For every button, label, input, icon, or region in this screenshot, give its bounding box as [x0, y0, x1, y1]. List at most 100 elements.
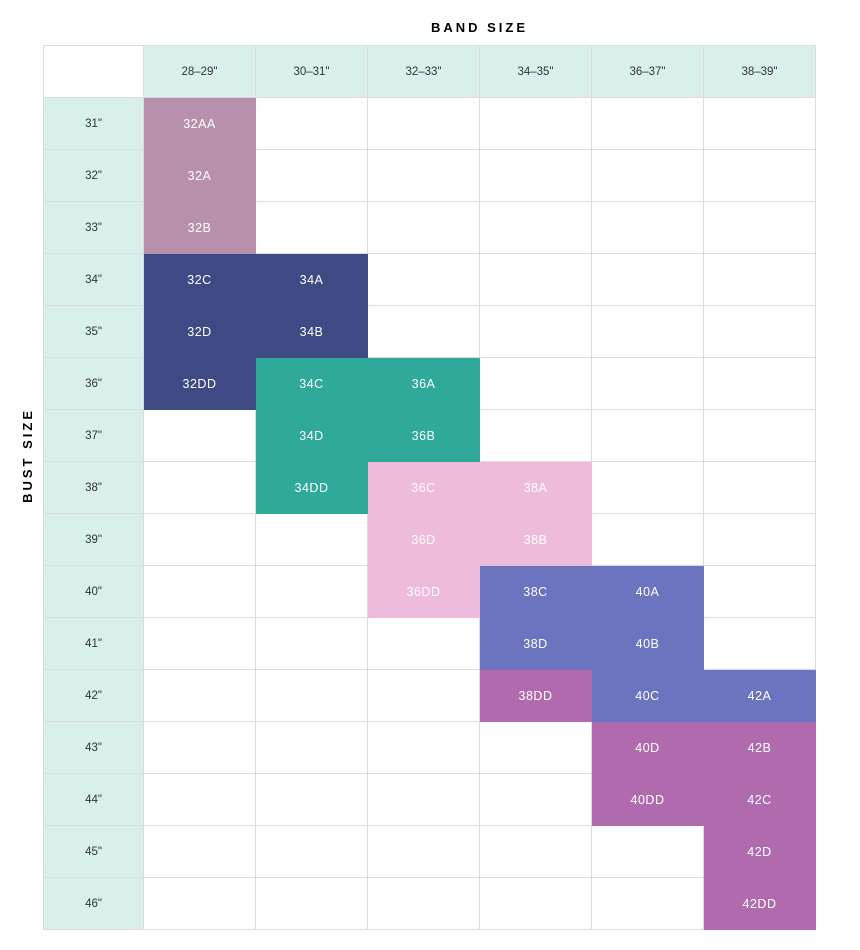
size-cell [704, 358, 816, 410]
size-cell [368, 150, 480, 202]
size-cell: 40D [592, 722, 704, 774]
size-cell [592, 462, 704, 514]
col-header: 32–33" [368, 46, 480, 98]
size-cell [256, 722, 368, 774]
size-cell [704, 618, 816, 670]
size-cell: 32C [144, 254, 256, 306]
size-cell [592, 826, 704, 878]
size-cell [368, 722, 480, 774]
size-cell [480, 202, 592, 254]
size-cell [480, 150, 592, 202]
size-cell [704, 202, 816, 254]
row-header: 34" [44, 254, 144, 306]
size-cell [144, 774, 256, 826]
size-cell [256, 514, 368, 566]
size-chart-table: 28–29"30–31"32–33"34–35"36–37"38–39" 31"… [43, 45, 816, 930]
size-cell: 42B [704, 722, 816, 774]
corner-cell [44, 46, 144, 98]
size-cell: 42C [704, 774, 816, 826]
size-cell: 36D [368, 514, 480, 566]
size-cell [256, 826, 368, 878]
size-cell [368, 774, 480, 826]
size-cell: 36C [368, 462, 480, 514]
row-header: 32" [44, 150, 144, 202]
col-header: 28–29" [144, 46, 256, 98]
size-cell [256, 202, 368, 254]
size-cell [704, 254, 816, 306]
size-cell [256, 150, 368, 202]
size-cell [480, 306, 592, 358]
size-cell [368, 306, 480, 358]
size-cell: 38DD [480, 670, 592, 722]
size-cell: 32B [144, 202, 256, 254]
size-cell: 40A [592, 566, 704, 618]
size-cell [704, 514, 816, 566]
row-header: 42" [44, 670, 144, 722]
size-cell [704, 98, 816, 150]
table-row: 43" 40D42B [44, 722, 816, 774]
band-size-axis-label: BAND SIZE [43, 20, 816, 35]
size-cell: 42DD [704, 878, 816, 930]
size-cell [480, 826, 592, 878]
size-cell [256, 878, 368, 930]
size-cell [480, 358, 592, 410]
size-cell: 40B [592, 618, 704, 670]
size-cell [144, 566, 256, 618]
table-row: 40"36DD38C40A [44, 566, 816, 618]
size-cell [368, 202, 480, 254]
size-cell: 38D [480, 618, 592, 670]
size-cell: 40DD [592, 774, 704, 826]
size-cell [592, 98, 704, 150]
size-cell [256, 566, 368, 618]
size-cell: 38A [480, 462, 592, 514]
row-header: 39" [44, 514, 144, 566]
table-row: 46"42DD [44, 878, 816, 930]
row-header: 36" [44, 358, 144, 410]
table-row: 34"32C34A [44, 254, 816, 306]
size-cell [592, 514, 704, 566]
size-cell: 32A [144, 150, 256, 202]
size-cell [480, 774, 592, 826]
size-cell: 38C [480, 566, 592, 618]
size-cell [592, 150, 704, 202]
size-cell: 36A [368, 358, 480, 410]
table-row: 33"32B [44, 202, 816, 254]
table-row: 35"32D34B [44, 306, 816, 358]
size-cell [368, 878, 480, 930]
size-cell: 38B [480, 514, 592, 566]
size-cell: 40C [592, 670, 704, 722]
size-cell [256, 670, 368, 722]
size-cell [144, 514, 256, 566]
table-row: 39" 36D38B [44, 514, 816, 566]
size-cell [592, 410, 704, 462]
table-row: 42" 38DD40C42A [44, 670, 816, 722]
row-header: 44" [44, 774, 144, 826]
row-header: 43" [44, 722, 144, 774]
size-cell: 34A [256, 254, 368, 306]
size-cell [704, 410, 816, 462]
size-cell [256, 618, 368, 670]
size-cell: 34C [256, 358, 368, 410]
size-cell [144, 462, 256, 514]
size-cell [592, 254, 704, 306]
size-cell [480, 878, 592, 930]
size-cell [480, 254, 592, 306]
size-cell [480, 98, 592, 150]
size-cell [144, 670, 256, 722]
table-head: 28–29"30–31"32–33"34–35"36–37"38–39" [44, 46, 816, 98]
size-cell: 42A [704, 670, 816, 722]
size-cell [480, 722, 592, 774]
table-row: 37"34D36B [44, 410, 816, 462]
size-cell [256, 774, 368, 826]
size-cell: 32AA [144, 98, 256, 150]
table-row: 41"38D40B [44, 618, 816, 670]
row-header: 35" [44, 306, 144, 358]
size-cell: 36B [368, 410, 480, 462]
row-header: 38" [44, 462, 144, 514]
size-cell: 34DD [256, 462, 368, 514]
table-row: 31"32AA [44, 98, 816, 150]
size-cell [256, 98, 368, 150]
size-cell [368, 98, 480, 150]
size-cell: 42D [704, 826, 816, 878]
size-cell [144, 826, 256, 878]
